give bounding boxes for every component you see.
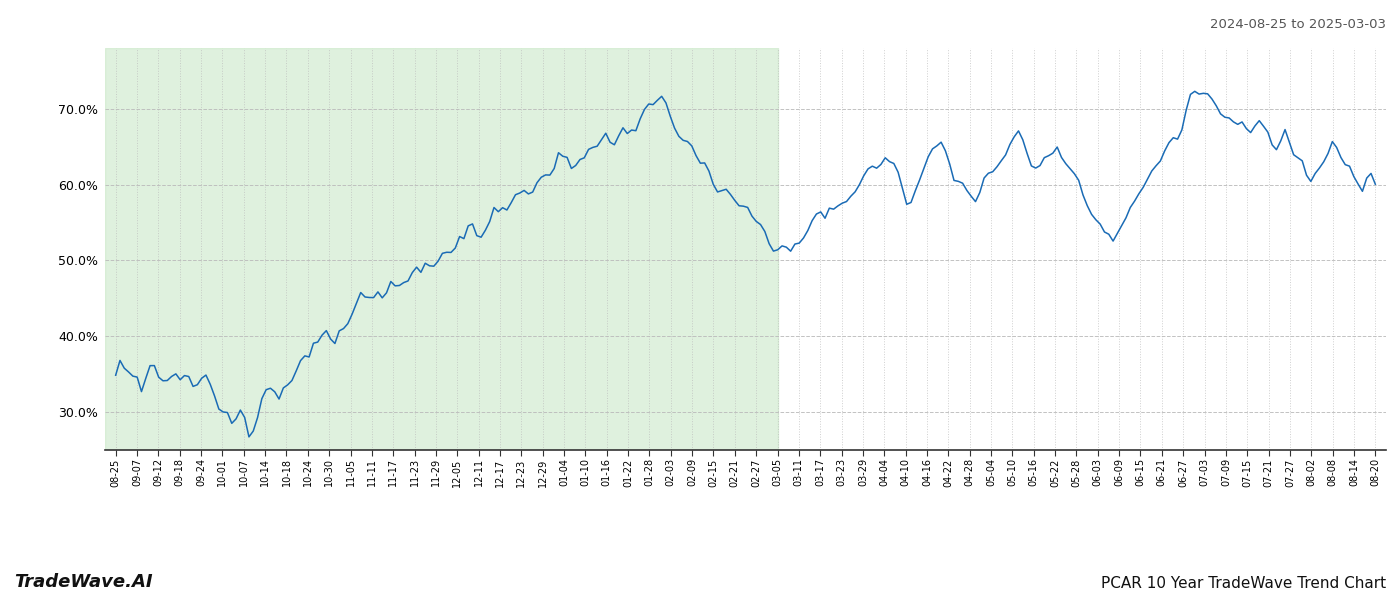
Bar <box>105 48 777 450</box>
Text: TradeWave.AI: TradeWave.AI <box>14 573 153 591</box>
Text: PCAR 10 Year TradeWave Trend Chart: PCAR 10 Year TradeWave Trend Chart <box>1100 576 1386 591</box>
Text: 2024-08-25 to 2025-03-03: 2024-08-25 to 2025-03-03 <box>1210 18 1386 31</box>
